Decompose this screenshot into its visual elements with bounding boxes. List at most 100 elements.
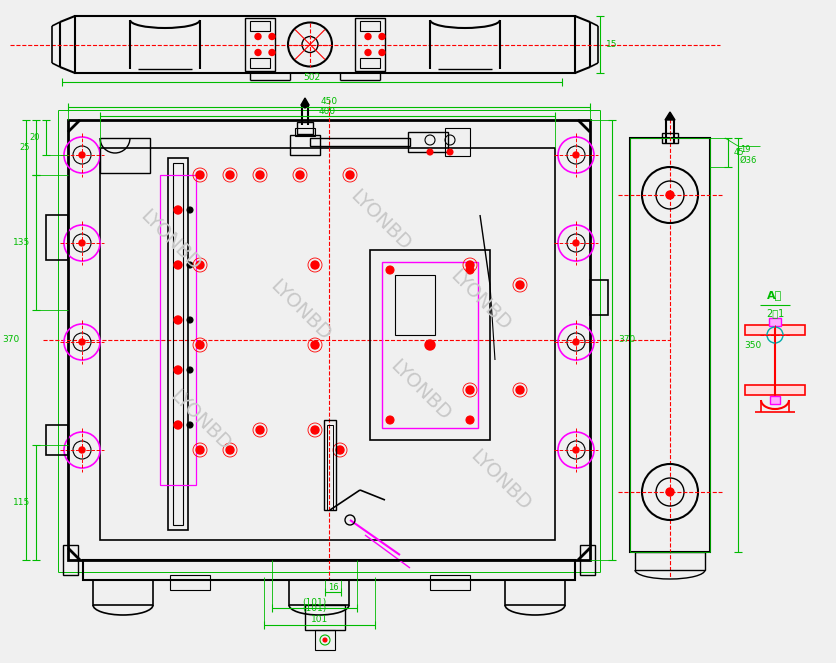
Bar (93, 580, 153, 605)
Circle shape (269, 34, 275, 40)
Bar (75, 16, 575, 73)
Text: 370: 370 (3, 335, 20, 345)
Circle shape (226, 171, 234, 179)
Circle shape (447, 149, 453, 155)
Text: 370: 370 (618, 335, 635, 345)
Bar (315, 630, 335, 650)
Text: 19: 19 (740, 145, 751, 154)
Circle shape (255, 34, 261, 40)
Text: 101: 101 (311, 615, 328, 625)
Text: 15: 15 (606, 40, 618, 49)
Text: LYONBD: LYONBD (446, 266, 514, 334)
Bar (430, 575, 470, 590)
Text: 20: 20 (29, 133, 40, 142)
Circle shape (427, 149, 433, 155)
Circle shape (379, 34, 385, 40)
Circle shape (336, 446, 344, 454)
Circle shape (174, 261, 182, 269)
Circle shape (187, 317, 193, 323)
Circle shape (516, 386, 524, 394)
Circle shape (174, 206, 182, 214)
Circle shape (323, 638, 327, 642)
Text: LYONBD: LYONBD (386, 356, 454, 424)
Text: LYONBD: LYONBD (266, 276, 334, 344)
Bar (355, 18, 385, 71)
Bar (290, 135, 320, 155)
Circle shape (386, 416, 394, 424)
Text: LYONBD: LYONBD (136, 206, 204, 274)
Bar (160, 175, 196, 485)
Circle shape (196, 446, 204, 454)
Circle shape (311, 261, 319, 269)
Bar (63, 545, 78, 575)
Circle shape (296, 171, 304, 179)
Circle shape (226, 446, 234, 454)
Bar (590, 280, 608, 315)
Bar (408, 132, 448, 152)
Text: LYONBD: LYONBD (466, 446, 534, 514)
Circle shape (174, 316, 182, 324)
Circle shape (311, 426, 319, 434)
Bar (289, 580, 349, 605)
Bar (662, 133, 678, 143)
Bar (630, 138, 710, 552)
Bar (173, 163, 183, 525)
Bar (324, 420, 336, 510)
Circle shape (196, 341, 204, 349)
Bar (170, 575, 210, 590)
Polygon shape (301, 98, 309, 108)
Text: LYONBD: LYONBD (166, 386, 234, 454)
Text: 115: 115 (13, 498, 30, 507)
Circle shape (516, 281, 524, 289)
Bar (245, 18, 275, 71)
Circle shape (379, 50, 385, 56)
Bar (370, 250, 490, 440)
Circle shape (79, 240, 85, 246)
Circle shape (256, 171, 264, 179)
Circle shape (425, 340, 435, 350)
Bar (297, 122, 313, 134)
Text: A向: A向 (767, 290, 782, 300)
Circle shape (573, 152, 579, 158)
Circle shape (196, 261, 204, 269)
Text: (101): (101) (303, 599, 327, 607)
Circle shape (573, 339, 579, 345)
Bar (505, 580, 565, 605)
Circle shape (187, 262, 193, 268)
Circle shape (187, 422, 193, 428)
Bar (395, 275, 435, 335)
Circle shape (466, 416, 474, 424)
Polygon shape (665, 112, 675, 120)
Circle shape (79, 152, 85, 158)
Circle shape (466, 261, 474, 269)
Bar (745, 325, 805, 335)
Bar (100, 148, 555, 540)
Circle shape (79, 447, 85, 453)
Text: LYONBD: LYONBD (346, 186, 414, 254)
Bar (580, 545, 595, 575)
Bar (295, 128, 315, 136)
Text: 350: 350 (744, 341, 762, 349)
Text: 135: 135 (13, 238, 30, 247)
Bar (100, 138, 150, 173)
Text: 16: 16 (328, 583, 339, 591)
Circle shape (386, 266, 394, 274)
Bar (769, 318, 781, 326)
Bar (382, 262, 478, 428)
Bar (445, 128, 470, 156)
Text: 502: 502 (303, 72, 320, 82)
Bar (250, 58, 270, 68)
Circle shape (269, 50, 275, 56)
Circle shape (466, 386, 474, 394)
Circle shape (573, 447, 579, 453)
Text: Ø36: Ø36 (740, 156, 757, 164)
Circle shape (666, 488, 674, 496)
Circle shape (311, 341, 319, 349)
Bar (68, 120, 590, 560)
Circle shape (174, 366, 182, 374)
Text: 45: 45 (734, 148, 745, 157)
Circle shape (666, 191, 674, 199)
Text: 450: 450 (320, 97, 338, 107)
Circle shape (187, 367, 193, 373)
Circle shape (174, 421, 182, 429)
